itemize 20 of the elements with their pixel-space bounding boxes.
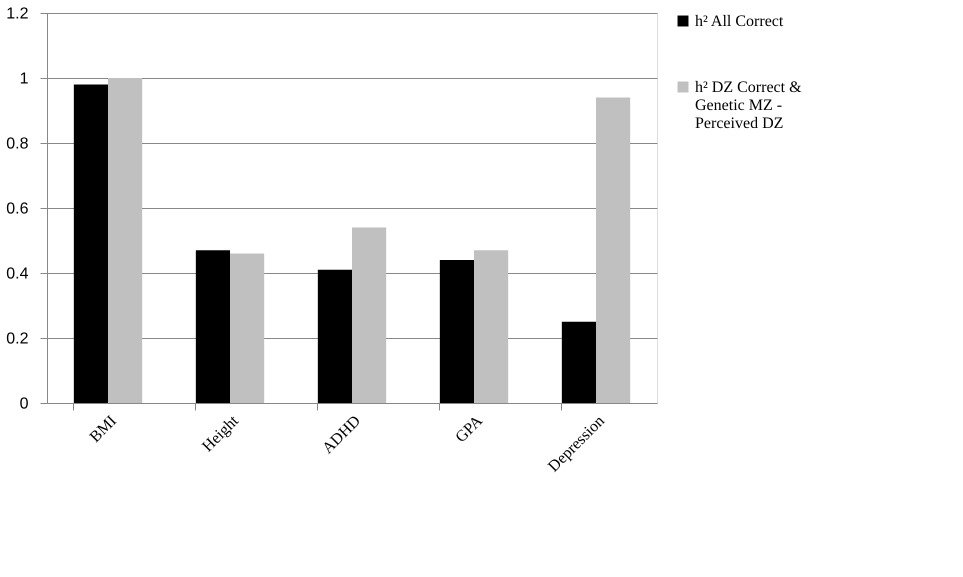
legend-label: h² All Correct	[695, 13, 784, 30]
bar	[596, 98, 630, 403]
y-tick-label: 0.4	[6, 266, 29, 282]
y-tick-label: 0.2	[6, 330, 29, 348]
y-tick-label: 1	[20, 70, 29, 88]
bar	[196, 250, 230, 403]
bar	[318, 270, 352, 403]
bar	[474, 250, 508, 403]
bar	[440, 260, 474, 403]
y-tick-label: 0.6	[6, 200, 29, 218]
bar	[562, 322, 596, 403]
bar	[230, 254, 264, 403]
y-tick-label: 1.2	[6, 6, 29, 22]
x-tick-label: GPA	[452, 412, 486, 446]
y-tick-label: 0	[20, 396, 29, 412]
bar	[108, 78, 142, 403]
bar	[352, 228, 386, 403]
bar	[74, 84, 108, 403]
y-tick-label: 0.8	[6, 136, 29, 152]
legend-label: h² DZ Correct & Genetic MZ - Perceived DZ	[695, 79, 802, 132]
